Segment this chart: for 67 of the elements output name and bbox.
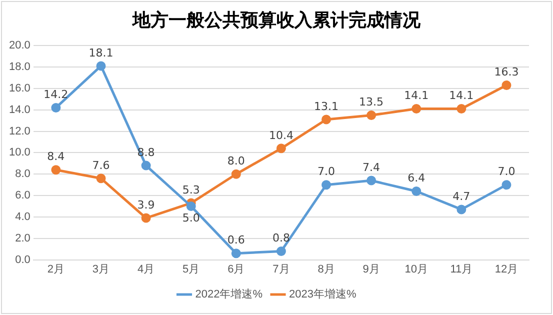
point	[141, 213, 151, 223]
data-label: 16.3	[494, 66, 519, 79]
point	[96, 174, 106, 184]
legend-label: 2022年增速%	[195, 288, 263, 301]
point	[366, 110, 376, 120]
point	[412, 104, 422, 114]
data-label: 7.0	[498, 165, 516, 178]
x-tick-label: 6月	[228, 263, 245, 276]
data-label: 7.6	[92, 158, 110, 172]
point	[502, 80, 512, 90]
point	[322, 114, 332, 124]
point	[322, 180, 332, 190]
y-tick-label: 20.0	[8, 40, 30, 52]
data-label: 5.0	[182, 212, 200, 225]
data-label: 0.6	[227, 234, 245, 247]
point	[231, 248, 241, 258]
data-label: 7.4	[362, 160, 380, 174]
point	[231, 169, 241, 179]
point	[186, 202, 196, 211]
data-label: 5.3	[182, 183, 200, 196]
legend-label: 2023年增速%	[289, 288, 356, 301]
data-label: 6.4	[408, 172, 426, 185]
point	[276, 144, 286, 154]
data-label: 4.7	[452, 190, 470, 203]
y-tick-label: 6.0	[15, 190, 30, 202]
data-label: 14.1	[404, 89, 429, 102]
data-label: 7.0	[318, 165, 336, 178]
y-tick-label: 4.0	[15, 210, 30, 223]
y-tick-label: 18.0	[8, 61, 30, 74]
x-tick-label: 9月	[362, 263, 380, 276]
x-tick-label: 12月	[494, 263, 518, 276]
data-label: 8.0	[227, 154, 245, 168]
point	[141, 160, 151, 170]
point	[366, 176, 376, 186]
data-label: 14.2	[44, 88, 68, 102]
x-tick-label: 3月	[92, 263, 110, 276]
y-tick-label: 10.0	[8, 146, 30, 159]
point	[456, 104, 466, 114]
y-tick-label: 16.0	[8, 82, 30, 94]
point	[412, 186, 422, 196]
x-tick-label: 11月	[450, 263, 473, 276]
point	[276, 246, 286, 256]
data-label: 0.8	[272, 232, 290, 245]
data-label: 18.1	[88, 46, 114, 60]
x-tick-label: 10月	[404, 263, 428, 276]
y-tick-label: 2.0	[15, 232, 30, 244]
x-tick-label: 7月	[272, 263, 290, 276]
y-tick-label: 0.0	[15, 254, 30, 266]
data-label: 3.9	[137, 198, 155, 212]
y-tick-label: 8.0	[15, 168, 30, 180]
data-label: 8.4	[47, 150, 65, 164]
point	[456, 204, 466, 214]
data-label: 13.1	[314, 100, 339, 113]
data-label: 10.4	[268, 128, 294, 142]
point	[502, 180, 512, 190]
y-tick-label: 12.0	[8, 125, 30, 138]
point	[51, 102, 61, 112]
x-tick-label: 2月	[47, 263, 64, 276]
y-tick-label: 14.0	[8, 104, 30, 116]
x-tick-label: 4月	[137, 263, 155, 276]
x-tick-label: 5月	[182, 263, 200, 276]
x-tick-label: 8月	[318, 263, 335, 276]
data-label: 14.1	[449, 89, 474, 102]
data-label: 13.5	[359, 96, 384, 109]
point	[96, 61, 106, 71]
chart-title: 地方一般公共预算收入累计完成情况	[131, 9, 422, 32]
point	[51, 165, 61, 175]
